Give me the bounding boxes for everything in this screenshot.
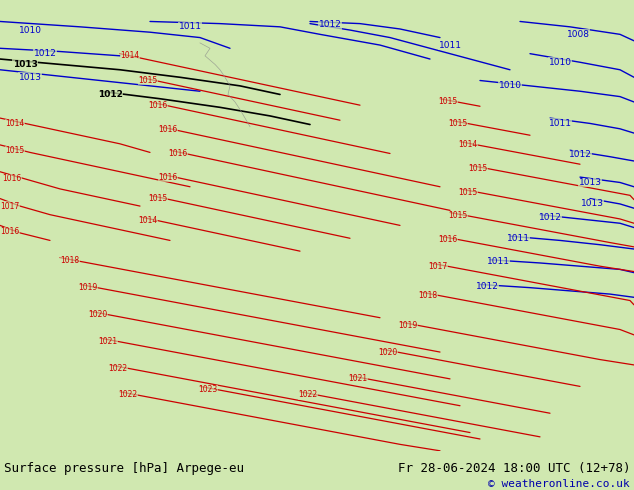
Text: 1014: 1014 bbox=[5, 119, 25, 128]
Text: 1015: 1015 bbox=[448, 211, 468, 220]
Text: 1023: 1023 bbox=[198, 385, 217, 394]
Text: 1022: 1022 bbox=[108, 364, 127, 373]
Text: 1015: 1015 bbox=[458, 188, 477, 196]
Text: 1011: 1011 bbox=[439, 41, 462, 49]
Text: 1013: 1013 bbox=[13, 60, 37, 69]
Text: Surface pressure [hPa] Arpege-eu: Surface pressure [hPa] Arpege-eu bbox=[4, 462, 244, 475]
Text: 1014: 1014 bbox=[458, 141, 477, 149]
Text: 1016: 1016 bbox=[158, 125, 178, 134]
Text: 1013: 1013 bbox=[581, 199, 604, 208]
Text: 1015: 1015 bbox=[5, 146, 25, 155]
Text: 1021: 1021 bbox=[349, 374, 368, 383]
Text: 1022: 1022 bbox=[299, 391, 318, 399]
Text: 1015: 1015 bbox=[138, 76, 158, 85]
Text: 1010: 1010 bbox=[18, 25, 41, 35]
Text: 1017: 1017 bbox=[429, 262, 448, 270]
Text: 1012: 1012 bbox=[318, 20, 342, 29]
Text: 1014: 1014 bbox=[138, 216, 158, 224]
Text: 1013: 1013 bbox=[578, 178, 602, 187]
Text: 1018: 1018 bbox=[60, 256, 79, 265]
Text: 1010: 1010 bbox=[548, 58, 571, 67]
Text: 1015: 1015 bbox=[448, 119, 468, 128]
Text: 1016: 1016 bbox=[1, 227, 20, 236]
Text: 1020: 1020 bbox=[88, 310, 108, 319]
Text: 1017: 1017 bbox=[1, 201, 20, 211]
Text: 1019: 1019 bbox=[398, 321, 418, 330]
Text: 1016: 1016 bbox=[3, 173, 22, 183]
Text: 1010: 1010 bbox=[498, 81, 522, 90]
Text: 1014: 1014 bbox=[120, 51, 139, 60]
Text: 1015: 1015 bbox=[148, 194, 167, 203]
Text: 1019: 1019 bbox=[79, 283, 98, 292]
Text: 1011: 1011 bbox=[548, 119, 571, 128]
Text: 1011: 1011 bbox=[486, 257, 510, 267]
Text: 1022: 1022 bbox=[119, 391, 138, 399]
Text: 1012: 1012 bbox=[34, 49, 56, 58]
Text: 1016: 1016 bbox=[158, 172, 178, 182]
Text: 1015: 1015 bbox=[438, 98, 458, 106]
Text: 1016: 1016 bbox=[148, 100, 167, 110]
Text: 1021: 1021 bbox=[98, 337, 117, 346]
Text: 1013: 1013 bbox=[18, 73, 41, 82]
Text: 1012: 1012 bbox=[476, 282, 498, 291]
Text: 1018: 1018 bbox=[418, 291, 437, 300]
Text: 1011: 1011 bbox=[507, 234, 529, 243]
Text: Fr 28-06-2024 18:00 UTC (12+78): Fr 28-06-2024 18:00 UTC (12+78) bbox=[398, 462, 630, 475]
Text: 1008: 1008 bbox=[567, 30, 590, 39]
Text: 1012: 1012 bbox=[569, 150, 592, 159]
Text: 1012: 1012 bbox=[538, 213, 562, 222]
Text: 1016: 1016 bbox=[169, 149, 188, 158]
Text: 1011: 1011 bbox=[179, 23, 202, 31]
Text: 1020: 1020 bbox=[378, 347, 398, 357]
Text: 1012: 1012 bbox=[98, 90, 122, 99]
Text: © weatheronline.co.uk: © weatheronline.co.uk bbox=[488, 479, 630, 489]
Text: 1016: 1016 bbox=[438, 235, 458, 244]
Text: 1015: 1015 bbox=[469, 164, 488, 173]
